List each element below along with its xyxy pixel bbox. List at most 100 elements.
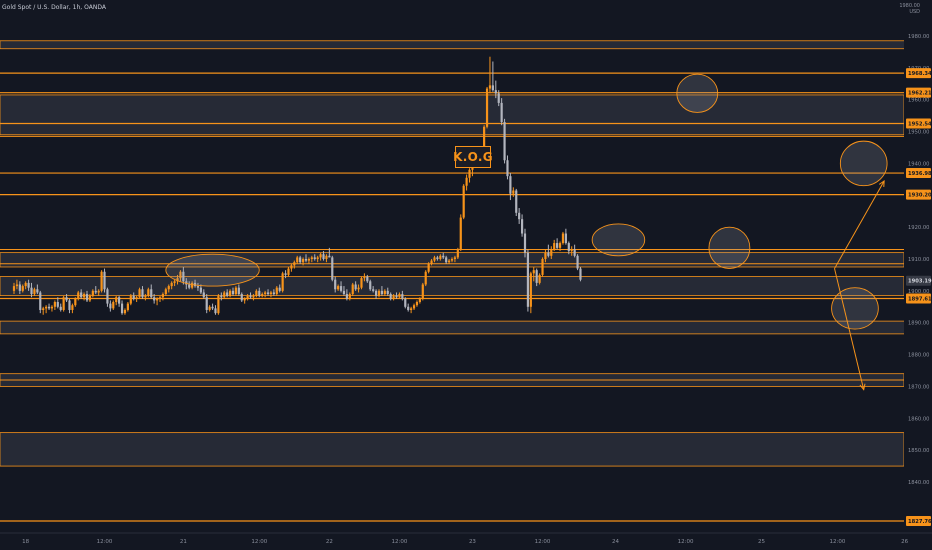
candle-down — [442, 255, 445, 258]
arrow-head-0 — [878, 179, 885, 187]
price-tick-label: 1880.00 — [908, 353, 929, 359]
candle-down — [59, 306, 62, 310]
candle-up — [447, 260, 451, 263]
candle-up — [296, 257, 299, 263]
candle-down — [182, 271, 185, 282]
candle-down — [506, 160, 509, 177]
candle-down — [240, 294, 243, 301]
candle-down — [106, 289, 109, 304]
time-tick-label: 12:00 — [678, 539, 694, 545]
candle-up — [307, 259, 311, 261]
candle-down — [518, 212, 521, 220]
candle-up — [97, 290, 100, 293]
candle-up — [512, 190, 515, 194]
candle-up — [439, 255, 442, 260]
candle-up — [529, 273, 532, 307]
candle-up — [179, 271, 182, 279]
candle-up — [71, 305, 74, 310]
candle-down — [211, 306, 214, 309]
level-price-tag-label: 1936.98 — [908, 171, 932, 177]
candle-down — [141, 289, 144, 298]
candle-down — [567, 243, 570, 252]
candle-up — [42, 308, 45, 310]
candle-down — [576, 255, 579, 269]
level-price-tag — [906, 168, 931, 179]
level-price-tag — [906, 516, 931, 526]
ellipse-marker-1 — [591, 223, 646, 257]
zone-band-6 — [0, 432, 905, 467]
candle-down — [494, 90, 497, 94]
price-scale-header: 1980.00 USD — [899, 3, 920, 15]
candle-up — [255, 290, 258, 296]
candle-up — [12, 286, 16, 291]
candle-up — [74, 298, 77, 306]
candle-down — [407, 306, 410, 310]
candle-down — [226, 292, 229, 296]
candle-down — [80, 292, 83, 298]
level-price-tag-label: 1968.34 — [908, 71, 932, 77]
candle-down — [520, 219, 524, 234]
candle-up — [532, 270, 535, 274]
price-tick-label: 1950.00 — [908, 130, 929, 136]
candle-down — [436, 257, 439, 260]
candle-up — [269, 292, 273, 295]
candle-up — [421, 284, 424, 299]
candle-up — [462, 185, 465, 218]
candle-up — [115, 297, 118, 303]
candle-down — [231, 290, 235, 295]
candle-up — [21, 286, 24, 291]
candle-down — [515, 190, 518, 213]
candle-down — [404, 298, 407, 307]
candle-down — [103, 271, 106, 290]
time-tick-label: 22 — [326, 539, 333, 545]
candle-down — [573, 249, 576, 256]
candle-down — [535, 270, 538, 283]
ellipse-marker-3 — [708, 226, 751, 270]
candle-up — [558, 243, 562, 248]
level-price-tag-label: 1930.20 — [908, 193, 932, 199]
candle-down — [526, 252, 530, 307]
candle-up — [261, 294, 264, 296]
candle-up — [293, 262, 296, 266]
symbol-title: Gold Spot / U.S. Dollar, 1h, OANDA — [2, 4, 106, 11]
candle-down — [196, 286, 200, 288]
candle-down — [27, 282, 30, 288]
candle-down — [366, 276, 369, 282]
candle-down — [334, 279, 337, 290]
level-price-tag-label: 1952.54 — [908, 121, 932, 127]
candle-up — [135, 297, 138, 299]
candle-down — [386, 290, 389, 295]
candle-up — [430, 260, 433, 264]
zone-band-3 — [0, 276, 905, 297]
candle-up — [377, 290, 381, 296]
candle-down — [188, 284, 191, 288]
candle-up — [363, 276, 366, 279]
candle-down — [56, 302, 59, 307]
candle-down — [109, 303, 112, 309]
candle-up — [88, 295, 92, 301]
candle-down — [372, 289, 375, 291]
candle-down — [220, 295, 223, 298]
candle-down — [556, 243, 559, 248]
candle-down — [491, 85, 494, 91]
candle-up — [290, 265, 293, 269]
candle-up — [45, 306, 48, 309]
level-price-tag-label: 1962.21 — [908, 91, 932, 97]
candle-down — [313, 257, 316, 260]
time-tick-label: 12:00 — [535, 539, 551, 545]
candle-up — [234, 287, 238, 295]
candle-down — [401, 294, 404, 299]
candle-down — [380, 290, 384, 295]
candle-down — [132, 295, 135, 299]
candle-up — [123, 309, 127, 314]
candle-up — [418, 298, 421, 303]
level-price-tag — [906, 68, 931, 79]
time-tick-label: 24 — [612, 539, 619, 545]
ellipse-marker-5 — [831, 287, 879, 330]
candle-up — [412, 305, 416, 309]
candle-up — [208, 306, 211, 310]
candle-up — [483, 126, 486, 153]
candle-up — [553, 243, 556, 250]
